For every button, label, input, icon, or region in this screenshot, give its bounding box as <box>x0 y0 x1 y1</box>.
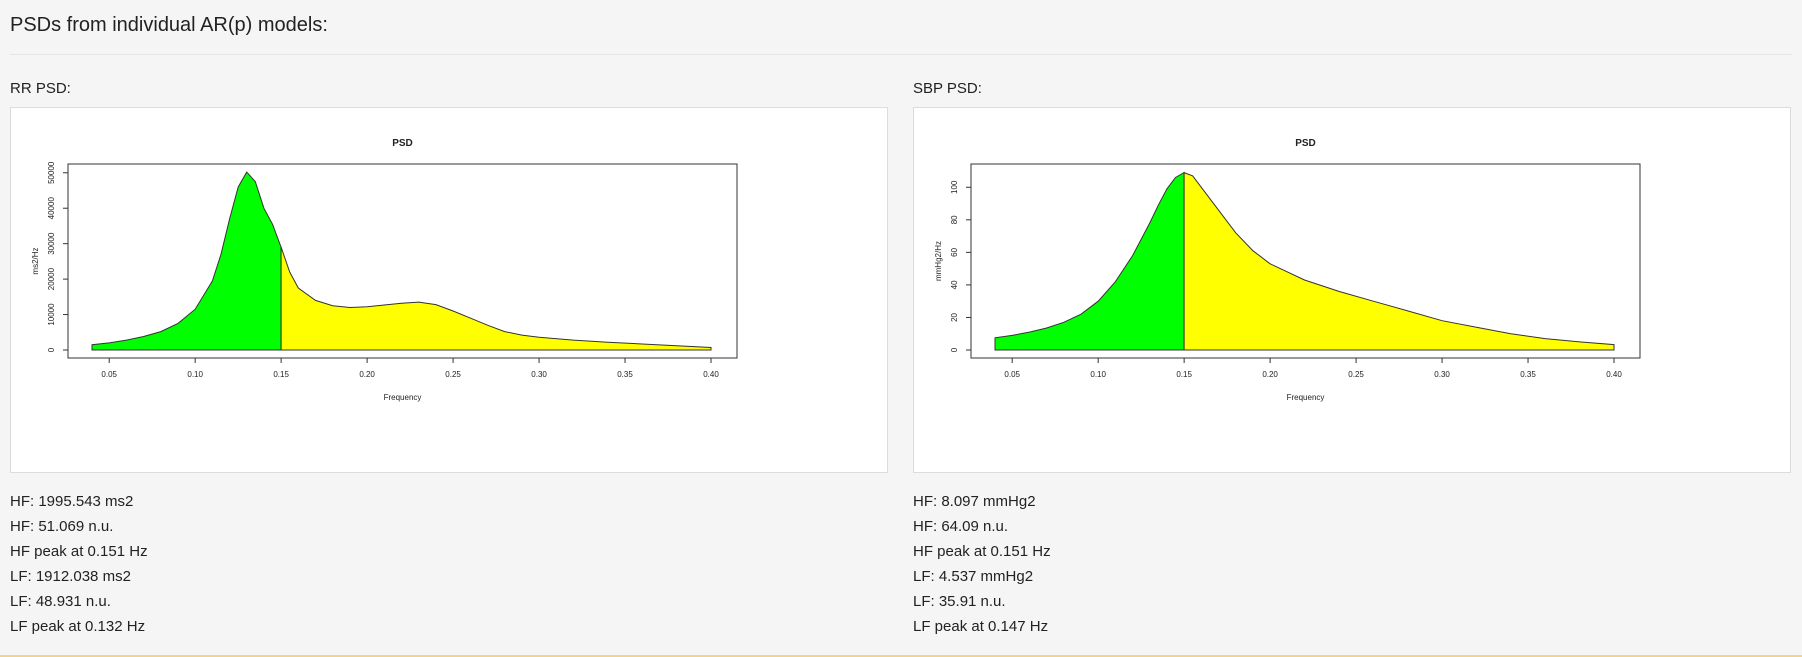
x-tick-label: 0.35 <box>1520 370 1536 379</box>
chart-title: PSD <box>1295 138 1316 149</box>
title-divider <box>10 54 1792 55</box>
x-tick-label: 0.05 <box>1004 370 1020 379</box>
y-tick-label: 100 <box>950 180 959 194</box>
y-tick-label: 0 <box>47 347 56 352</box>
rr-psd-chart: PSD 0.05 0.10 0.15 0.20 0.25 0.30 0.35 0.40 0 1000… <box>31 138 738 402</box>
sbp-psd-plot-box: PSD 0.05 0.10 0.15 0.20 0.25 0.30 0.35 0.40 0 20 40… <box>913 107 1791 473</box>
x-tick-label: 0.15 <box>273 370 289 379</box>
x-axis-label: Frequency <box>1287 393 1325 402</box>
hf-band-area <box>1183 171 1615 351</box>
rr-psd-panel: RR PSD: PSD 0.05 0.10 0.15 0.20 0.25 0.30 0.35 0… <box>10 80 888 639</box>
rr-stat-lf-abs: LF: 1912.038 ms2 <box>10 568 131 585</box>
y-tick-label: 20000 <box>47 267 56 290</box>
x-tick-label: 0.05 <box>101 370 117 379</box>
x-tick-label: 0.25 <box>1348 370 1364 379</box>
y-axis-label: ms2/Hz <box>31 247 40 274</box>
x-tick-label: 0.40 <box>1606 370 1622 379</box>
y-tick-label: 60 <box>950 247 959 256</box>
sbp-psd-label: SBP PSD: <box>913 80 982 97</box>
rr-stat-lf-peak: LF peak at 0.132 Hz <box>10 618 146 635</box>
y-tick-label: 0 <box>950 347 959 352</box>
rr-psd-plot-box: PSD 0.05 0.10 0.15 0.20 0.25 0.30 0.35 0.40 0 1000… <box>10 107 888 473</box>
plot-frame <box>970 163 1641 359</box>
x-tick-label: 0.30 <box>531 370 547 379</box>
y-tick-label: 50000 <box>47 161 56 184</box>
sbp-stat-hf-abs: HF: 8.097 mmHg2 <box>913 493 1036 510</box>
rr-stat-hf-nu: HF: 51.069 n.u. <box>10 518 114 535</box>
x-tick-label: 0.10 <box>1090 370 1106 379</box>
rr-stat-lf-nu: LF: 48.931 n.u. <box>10 593 111 610</box>
rr-stat-hf-peak: HF peak at 0.151 Hz <box>10 543 148 560</box>
sbp-stat-lf-abs: LF: 4.537 mmHg2 <box>913 568 1034 585</box>
x-tick-label: 0.35 <box>617 370 633 379</box>
sbp-stat-hf-peak: HF peak at 0.151 Hz <box>913 543 1051 560</box>
x-tick-label: 0.15 <box>1176 370 1192 379</box>
y-tick-label: 40 <box>950 280 959 289</box>
y-tick-label: 10000 <box>47 303 56 326</box>
x-tick-label: 0.20 <box>359 370 375 379</box>
bottom-accent-line <box>0 655 1802 657</box>
lf-band-area <box>994 171 1185 351</box>
sbp-psd-stats: HF: 8.097 mmHg2 HF: 64.09 n.u. HF peak a… <box>913 489 1791 639</box>
plot-frame <box>67 163 738 359</box>
sbp-stat-lf-peak: LF peak at 0.147 Hz <box>913 618 1049 635</box>
x-tick-label: 0.10 <box>187 370 203 379</box>
lf-band-area <box>91 171 282 351</box>
y-tick-label: 80 <box>950 215 959 224</box>
x-tick-label: 0.25 <box>445 370 461 379</box>
sbp-stat-lf-nu: LF: 35.91 n.u. <box>913 593 1006 610</box>
rr-stat-hf-abs: HF: 1995.543 ms2 <box>10 493 134 510</box>
x-tick-label: 0.20 <box>1262 370 1278 379</box>
sbp-stat-hf-nu: HF: 64.09 n.u. <box>913 518 1009 535</box>
rr-psd-stats: HF: 1995.543 ms2 HF: 51.069 n.u. HF peak… <box>10 489 888 639</box>
x-axis-label: Frequency <box>384 393 422 402</box>
y-tick-label: 40000 <box>47 197 56 220</box>
x-tick-label: 0.30 <box>1434 370 1450 379</box>
sbp-psd-chart: PSD 0.05 0.10 0.15 0.20 0.25 0.30 0.35 0.40 0 20 40… <box>934 138 1641 402</box>
y-tick-label: 30000 <box>47 232 56 255</box>
y-axis-label: mmHg2/Hz <box>934 241 943 281</box>
hf-band-area <box>280 247 712 351</box>
sbp-psd-panel: SBP PSD: PSD 0.05 0.10 0.15 0.20 0.25 0.30 0.35… <box>913 80 1791 639</box>
x-tick-label: 0.40 <box>703 370 719 379</box>
y-tick-label: 20 <box>950 312 959 321</box>
rr-psd-label: RR PSD: <box>10 80 71 97</box>
page-title: PSDs from individual AR(p) models: <box>10 14 328 36</box>
chart-title: PSD <box>392 138 413 149</box>
